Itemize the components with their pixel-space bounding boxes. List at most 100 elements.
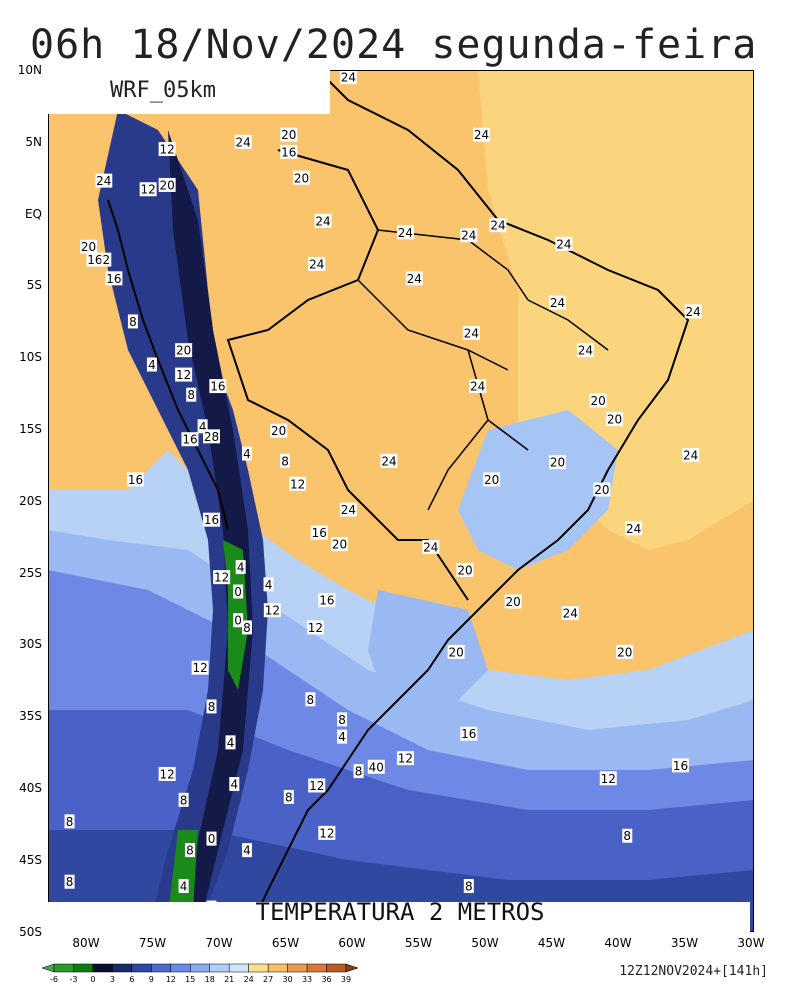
contour-label: 12 xyxy=(158,766,176,781)
svg-text:20: 20 xyxy=(590,394,605,408)
svg-text:20: 20 xyxy=(81,240,96,254)
lat-tick-label: 10S xyxy=(19,350,42,365)
svg-text:8: 8 xyxy=(281,454,289,468)
se-brazil-cool xyxy=(458,410,618,570)
contour-label: 8 xyxy=(127,314,138,329)
contour-label: 20 xyxy=(293,170,311,185)
colorbar-tick-label: 18 xyxy=(205,975,215,984)
svg-text:12: 12 xyxy=(308,621,323,635)
svg-text:4: 4 xyxy=(199,420,207,434)
colorbar-tick-label: 36 xyxy=(321,975,331,984)
svg-text:0: 0 xyxy=(234,585,242,599)
svg-text:20: 20 xyxy=(160,178,175,192)
contour-label: 20 xyxy=(447,644,465,659)
svg-text:12: 12 xyxy=(160,767,175,781)
contour-label: 24 xyxy=(396,225,414,240)
svg-text:24: 24 xyxy=(381,454,396,468)
svg-text:12: 12 xyxy=(398,752,413,766)
svg-text:24: 24 xyxy=(461,229,476,243)
svg-text:24: 24 xyxy=(407,272,422,286)
contour-label: 20 xyxy=(456,562,474,577)
lat-tick-label: 5S xyxy=(26,278,42,293)
colorbar-tick-label: 21 xyxy=(224,975,234,984)
model-label-box xyxy=(48,70,330,114)
svg-text:8: 8 xyxy=(623,829,631,843)
contour-label: 20 xyxy=(504,594,522,609)
lon-tick-label: 65W xyxy=(271,936,300,950)
lat-tick-label: EQ xyxy=(24,206,42,221)
svg-text:8: 8 xyxy=(243,621,251,635)
svg-text:12: 12 xyxy=(214,571,229,585)
temperature-map[interactable]: 24 24 24 20 16 12 20 24 12 20 24 24 24 24 24 20 16 2 16 24 2… xyxy=(48,70,754,932)
svg-text:24: 24 xyxy=(474,128,489,142)
contour-label: 8 xyxy=(337,712,348,727)
lat-tick-label: 25S xyxy=(19,565,42,580)
contour-label: 20 xyxy=(549,455,567,470)
svg-text:8: 8 xyxy=(465,880,473,894)
colorbar-swatch xyxy=(92,963,113,973)
svg-text:12: 12 xyxy=(192,661,207,675)
contour-label: 24 xyxy=(472,127,490,142)
colorbar-tick-label: 33 xyxy=(302,975,312,984)
lat-tick-label: 35S xyxy=(19,709,42,724)
contour-labels: 24 24 24 20 16 12 20 24 12 20 24 24 24 24 24 20 16 2 16 24 2… xyxy=(64,70,702,915)
contour-label: 16 xyxy=(209,379,227,394)
colorbar-tick-label: 27 xyxy=(263,975,273,984)
contour-label: 20 xyxy=(270,423,288,438)
contour-label: 24 xyxy=(314,213,332,228)
colorbar-tick-label: 6 xyxy=(129,975,134,984)
svg-text:24: 24 xyxy=(550,296,565,310)
lon-tick-label: 30W xyxy=(737,936,765,950)
svg-text:16: 16 xyxy=(319,594,334,608)
variable-label-box xyxy=(48,902,750,932)
svg-text:24: 24 xyxy=(423,540,438,554)
contour-label: 4 xyxy=(197,419,208,434)
colorbar-tick-label: -6 xyxy=(50,975,58,984)
colorbar-swatch xyxy=(209,963,230,973)
contour-label: 8 xyxy=(178,792,189,807)
svg-text:8: 8 xyxy=(66,815,74,829)
svg-text:4: 4 xyxy=(148,358,156,372)
svg-text:8: 8 xyxy=(285,790,293,804)
svg-text:0: 0 xyxy=(208,832,216,846)
contour-label: 24 xyxy=(555,236,573,251)
contour-label: 4 xyxy=(241,843,252,858)
contour-label: 24 xyxy=(549,295,567,310)
colorbar-tick-label: 15 xyxy=(185,975,195,984)
contour-label: 20 xyxy=(80,239,98,254)
lat-tick-label: 30S xyxy=(19,637,42,652)
lat-tick-label: 10N xyxy=(17,63,42,77)
contour-label: 24 xyxy=(234,134,252,149)
contour-label: 24 xyxy=(682,448,700,463)
contour-label: 16 xyxy=(203,512,221,527)
contour-label: 12 xyxy=(289,476,307,491)
contour-label: 4 xyxy=(225,735,236,750)
colorbar-swatch xyxy=(131,963,152,973)
colorbar-arrow-right xyxy=(345,963,359,973)
contour-label: 4 xyxy=(178,879,189,894)
contour-label: 0 xyxy=(233,613,244,628)
map-title: 06h 18/Nov/2024 segunda-feira xyxy=(30,22,758,68)
svg-text:20: 20 xyxy=(294,171,309,185)
colorbar-swatch xyxy=(228,963,249,973)
svg-text:12: 12 xyxy=(290,477,305,491)
svg-text:16: 16 xyxy=(281,145,296,159)
lon-tick-label: 35W xyxy=(670,936,699,950)
model-label: WRF_05km xyxy=(110,78,216,103)
contour-label: 0 xyxy=(206,831,217,846)
svg-text:16: 16 xyxy=(210,380,225,394)
contour-label: 24 xyxy=(489,218,507,233)
svg-text:12: 12 xyxy=(176,368,191,382)
contour-label: 4 xyxy=(241,446,252,461)
lon-tick-label: 60W xyxy=(338,936,366,950)
contour-label: 24 xyxy=(576,343,594,358)
svg-text:12: 12 xyxy=(140,183,155,197)
contour-label: 2 xyxy=(101,252,112,267)
contour-label: 20 xyxy=(280,127,298,142)
svg-text:8: 8 xyxy=(66,875,74,889)
svg-text:12: 12 xyxy=(265,604,280,618)
colorbar-tick-label: 0 xyxy=(90,975,95,984)
svg-text:4: 4 xyxy=(265,578,273,592)
contour-label: 20 xyxy=(593,482,611,497)
svg-text:12: 12 xyxy=(309,779,324,793)
